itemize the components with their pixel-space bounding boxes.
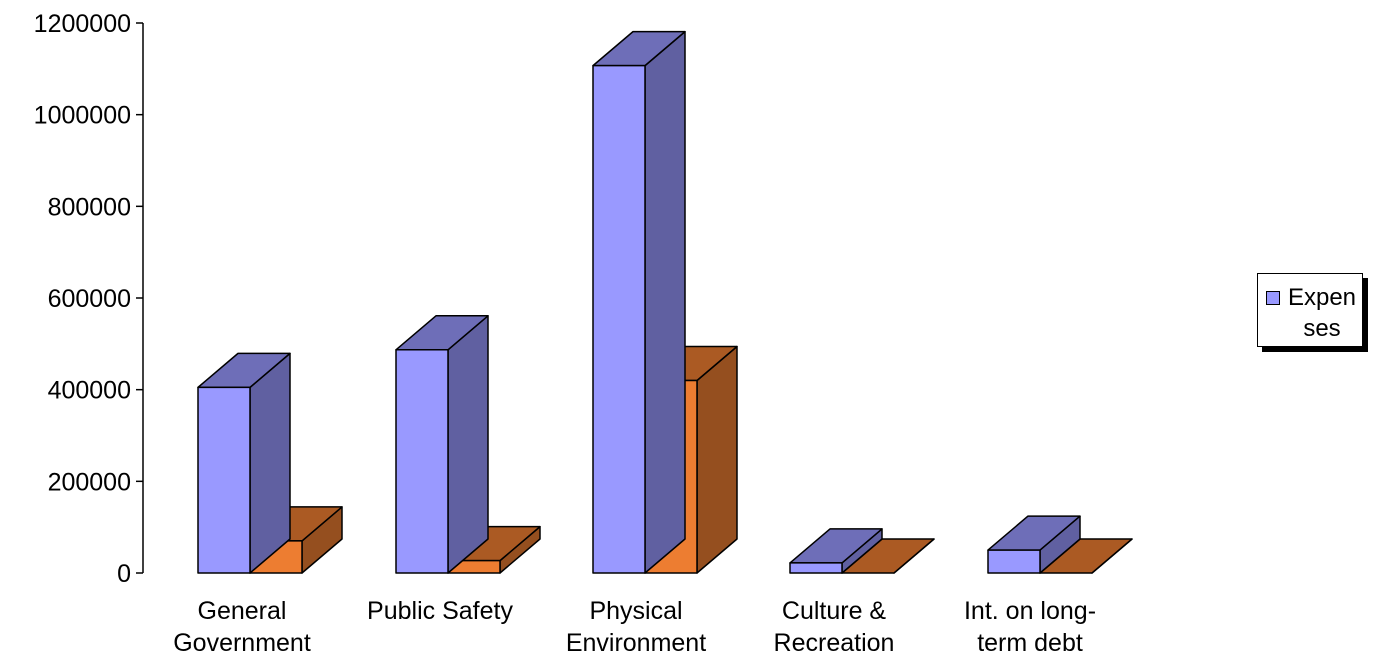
category-label-line: Environment xyxy=(566,629,706,657)
bar-expenses-3 xyxy=(789,528,883,574)
bars xyxy=(197,30,1133,574)
category-label-line: Public Safety xyxy=(367,597,513,625)
bar-expenses-0 xyxy=(197,352,291,574)
category-label: General Government xyxy=(173,597,311,657)
y-tick-label: 1000000 xyxy=(34,102,131,130)
category-label-line: Physical xyxy=(589,597,682,625)
category-labels: General Government Public Safety Physical En… xyxy=(173,597,1096,657)
category-label: Int. on long-term debt xyxy=(964,597,1096,657)
y-tick-label: 1200000 xyxy=(34,10,131,38)
bar-expenses-1 xyxy=(395,315,489,574)
legend: Expenses xyxy=(1257,273,1363,347)
bar-expenses-2 xyxy=(592,30,686,574)
y-axis: 0 200000 400000 600000 800000 1000000 1200000 xyxy=(34,10,144,588)
category-label-line: Int. on long- xyxy=(964,597,1096,625)
category-label: Public Safety xyxy=(367,597,513,625)
legend-label-expenses: Expenses xyxy=(1287,284,1357,342)
category-label-line: General xyxy=(198,597,287,625)
category-label: Culture & Recreation xyxy=(774,597,895,657)
y-tick-label: 200000 xyxy=(48,468,131,496)
y-tick-label: 400000 xyxy=(48,377,131,405)
bar-expenses-4 xyxy=(987,515,1081,574)
category-label: Physical Environment xyxy=(566,597,706,657)
category-label-line: Government xyxy=(173,629,311,657)
legend-swatch-expenses xyxy=(1266,291,1280,305)
y-tick-label: 600000 xyxy=(48,285,131,313)
category-label-line: Culture & xyxy=(782,597,887,625)
y-tick-label: 0 xyxy=(117,560,131,588)
category-label-line: Recreation xyxy=(774,629,895,657)
category-label-line: term debt xyxy=(977,629,1083,657)
y-tick-label: 800000 xyxy=(48,193,131,221)
